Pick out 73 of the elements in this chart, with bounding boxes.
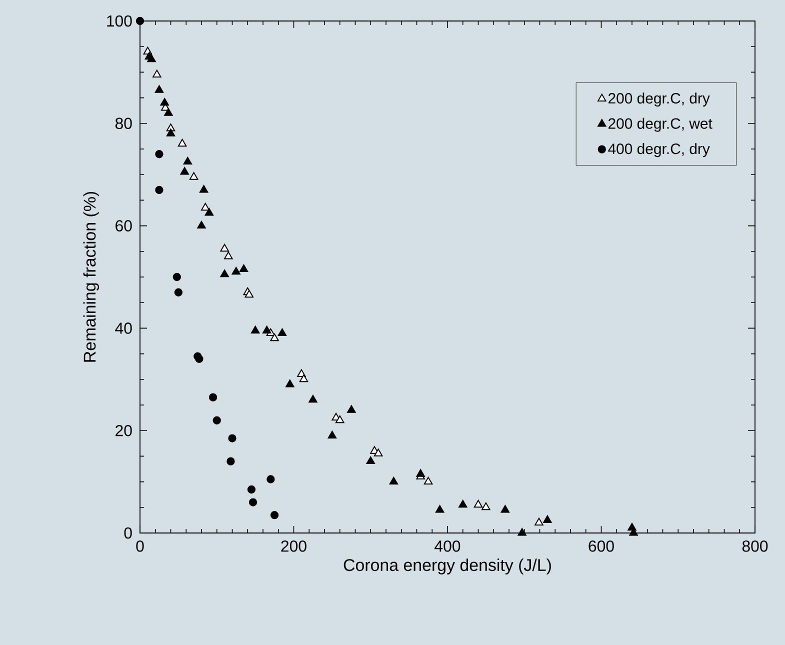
x-tick-label: 200 <box>281 540 306 552</box>
point <box>220 244 229 252</box>
y-tick-label: 60 <box>116 220 132 232</box>
point <box>389 476 398 485</box>
point <box>208 393 218 402</box>
point <box>232 266 240 275</box>
legend-label: 400 degr.C, dry <box>608 143 710 158</box>
y-tick-label: 20 <box>116 424 132 436</box>
point <box>424 476 433 485</box>
point <box>172 272 181 282</box>
point <box>270 333 279 342</box>
x-tick-label: 800 <box>742 540 768 552</box>
y-tick-label: 80 <box>115 118 132 130</box>
point <box>136 16 144 26</box>
point <box>347 405 356 413</box>
point <box>262 326 272 334</box>
y-tick-label: 100 <box>107 15 132 27</box>
point <box>543 515 552 523</box>
point <box>228 434 236 442</box>
x-tick-label: 0 <box>136 540 144 552</box>
point <box>152 70 162 78</box>
point <box>248 498 258 506</box>
point <box>224 252 233 260</box>
y-tick-label: 40 <box>115 322 132 334</box>
point <box>308 394 318 403</box>
point <box>518 528 526 536</box>
point <box>250 326 260 334</box>
point <box>474 500 483 508</box>
point <box>155 186 164 194</box>
point <box>335 415 344 424</box>
point <box>366 456 376 464</box>
point <box>164 108 173 116</box>
point <box>204 208 214 216</box>
point <box>270 510 279 520</box>
point <box>178 138 187 147</box>
point <box>199 184 208 193</box>
point <box>189 172 198 180</box>
point <box>174 288 183 296</box>
point <box>286 380 294 388</box>
point <box>154 85 164 93</box>
y-tick-label: 0 <box>124 527 132 539</box>
point <box>435 504 444 513</box>
point <box>212 416 221 424</box>
x-tick-label: 400 <box>434 540 460 552</box>
point <box>197 220 206 229</box>
point <box>482 502 490 510</box>
point <box>534 518 544 526</box>
point <box>328 430 337 438</box>
point <box>183 156 192 165</box>
point <box>299 374 308 382</box>
point <box>458 500 468 508</box>
point <box>195 354 204 364</box>
point <box>200 202 210 211</box>
point <box>166 128 176 136</box>
legend-label: 200 degr.C, wet <box>608 118 712 132</box>
point <box>374 448 383 456</box>
point <box>147 54 156 62</box>
y-axis-title: Remaining fraction (%) <box>83 192 100 362</box>
point <box>500 504 510 513</box>
point <box>278 328 287 336</box>
point <box>226 457 235 466</box>
point <box>220 269 229 278</box>
point <box>239 264 248 272</box>
x-tick-label: 600 <box>588 540 614 552</box>
point <box>155 150 164 158</box>
point <box>244 290 254 298</box>
point <box>160 98 169 106</box>
point <box>416 469 425 477</box>
point <box>266 475 275 484</box>
x-axis-title: Corona energy density (J/L) <box>344 558 551 574</box>
point <box>180 167 189 175</box>
legend-label: 200 degr.C, dry <box>608 92 710 107</box>
point <box>247 485 256 494</box>
